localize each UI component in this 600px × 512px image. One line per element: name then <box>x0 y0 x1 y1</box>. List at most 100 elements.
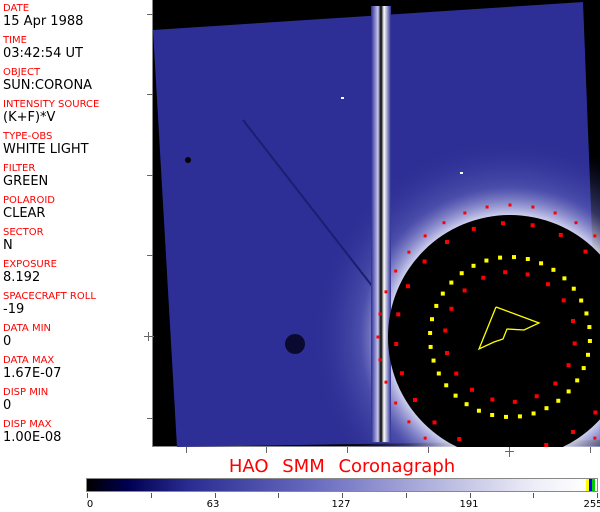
field-value: 03:42:54 UT <box>3 46 83 61</box>
yellow-marker <box>434 303 439 308</box>
colorbar-label: 0 <box>86 499 94 510</box>
field-value: 1.67E-07 <box>3 366 62 381</box>
red-marker <box>405 284 410 289</box>
axis-tick <box>148 332 149 341</box>
yellow-marker <box>556 398 561 403</box>
field-label: SECTOR <box>3 227 44 238</box>
coronagraph-image-panel[interactable] <box>152 0 600 512</box>
axis-tick <box>147 175 153 176</box>
field-label: TIME <box>3 35 28 46</box>
red-marker <box>570 318 575 323</box>
yellow-marker <box>444 383 449 388</box>
yellow-marker <box>428 331 433 336</box>
field-label: EXPOSURE <box>3 259 58 270</box>
axis-tick <box>147 418 153 419</box>
red-marker <box>443 328 448 333</box>
field-label: INTENSITY SOURCE <box>3 99 100 110</box>
red-marker <box>553 381 558 386</box>
axis-tick <box>266 447 267 453</box>
axis-tick <box>347 447 348 453</box>
axis-tick <box>147 14 153 15</box>
red-cross-marker <box>553 211 557 215</box>
field-label: OBJECT <box>3 67 41 78</box>
red-marker <box>544 443 549 448</box>
info-field: INTENSITY SOURCE (K+F)*V <box>3 99 99 125</box>
red-cross-marker <box>508 203 512 207</box>
yellow-marker <box>490 412 495 417</box>
red-marker <box>412 397 417 402</box>
instrument-title: HAO SMM Coronagraph <box>228 456 456 477</box>
red-marker <box>449 306 454 311</box>
colorbar-tick <box>533 493 535 498</box>
yellow-marker <box>431 358 436 363</box>
info-field: DATA MIN 0 <box>3 323 51 349</box>
axis-tick <box>505 451 514 452</box>
colorbar-overlay-colors <box>586 479 595 491</box>
colorbar-label: 191 <box>459 499 479 510</box>
red-marker <box>470 387 475 392</box>
field-label: DATA MAX <box>3 355 55 366</box>
header-info-panel: DATE 15 Apr 1988 TIME 03:42:54 UT OBJECT SUN:… <box>0 0 152 447</box>
red-marker <box>454 371 459 376</box>
yellow-marker <box>581 366 586 371</box>
red-marker <box>545 282 550 287</box>
yellow-marker <box>587 325 592 330</box>
coronagraph-image <box>153 2 600 512</box>
red-marker <box>422 259 427 264</box>
yellow-marker <box>517 414 522 419</box>
red-marker <box>572 341 577 346</box>
colorbar-tick <box>597 493 598 498</box>
field-value: CLEAR <box>3 206 46 221</box>
region-outline <box>477 306 541 351</box>
red-cross-marker <box>574 221 578 225</box>
axis-tick <box>147 255 153 256</box>
yellow-marker <box>584 311 589 316</box>
yellow-marker <box>471 263 476 268</box>
yellow-marker <box>484 258 489 263</box>
red-marker <box>503 270 508 275</box>
colorbar-label: 127 <box>331 499 351 510</box>
axis-tick <box>144 336 154 337</box>
red-marker <box>500 221 505 226</box>
field-value: (K+F)*V <box>3 110 56 125</box>
field-value: N <box>3 238 13 253</box>
red-marker <box>471 226 476 231</box>
colorbar-tick <box>342 493 343 498</box>
red-cross-marker <box>394 269 398 273</box>
red-marker <box>394 342 399 347</box>
red-cross-marker <box>376 335 380 339</box>
red-cross-marker <box>407 420 411 424</box>
red-marker <box>593 410 598 415</box>
info-field: POLAROID CLEAR <box>3 195 55 221</box>
colorbar-tick <box>278 493 280 498</box>
info-field: DISP MAX 1.00E-08 <box>3 419 61 445</box>
yellow-marker <box>539 261 544 266</box>
yellow-marker <box>579 298 584 303</box>
yellow-marker <box>544 406 549 411</box>
red-cross-marker <box>463 211 467 215</box>
red-cross-marker <box>593 436 597 440</box>
red-marker <box>462 288 467 293</box>
field-value: 0 <box>3 334 12 349</box>
field-value: 15 Apr 1988 <box>3 14 84 29</box>
yellow-marker <box>587 338 592 343</box>
info-field: EXPOSURE 8.192 <box>3 259 57 285</box>
colorbar-tick <box>214 493 216 498</box>
colorbar <box>86 478 598 492</box>
yellow-marker <box>430 317 435 322</box>
field-label: SPACECRAFT ROLL <box>3 291 96 302</box>
field-value: 8.192 <box>3 270 41 285</box>
info-field: DATA MAX 1.67E-07 <box>3 355 61 381</box>
red-marker <box>490 397 495 402</box>
red-cross-marker <box>593 234 597 238</box>
red-marker <box>432 420 437 425</box>
red-marker <box>481 275 486 280</box>
field-value: 0 <box>3 398 12 413</box>
red-marker <box>583 249 588 254</box>
yellow-marker <box>525 257 530 262</box>
red-cross-marker <box>384 290 388 294</box>
colorbar-label: 255 <box>583 499 600 510</box>
axis-tick <box>186 447 187 453</box>
red-cross-marker <box>394 401 398 405</box>
colorbar-label: 63 <box>206 499 220 510</box>
